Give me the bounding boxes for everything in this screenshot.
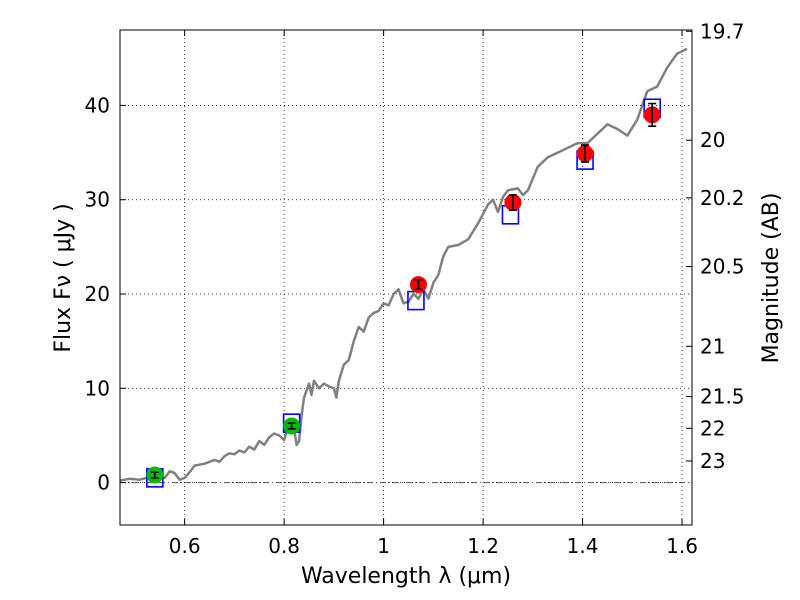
y-axis-label: Flux Fν ( μJy ) (51, 203, 76, 352)
x-tick-label: 0.8 (268, 534, 300, 558)
y-tick-label: 30 (85, 188, 110, 212)
magnitude-tick-label: 20.2 (700, 186, 745, 210)
y-tick-label: 10 (85, 376, 110, 400)
magnitude-tick-label: 23 (700, 449, 725, 473)
plot-area (119, 47, 688, 488)
magnitude-tick-label: 20 (700, 128, 725, 152)
x-tick-label: 1.4 (567, 534, 599, 558)
magnitude-tick-label: 21 (700, 334, 725, 358)
x-tick-label: 1.6 (666, 534, 698, 558)
spectrum-line (119, 47, 688, 482)
grid-lines (120, 30, 692, 525)
y-tick-label: 40 (85, 93, 110, 117)
magnitude-tick-label: 20.5 (700, 255, 745, 279)
magnitude-tick-label: 22 (700, 416, 725, 440)
y-tick-label: 0 (97, 471, 110, 495)
right-axis-label: Magnitude (AB) (759, 193, 784, 364)
x-tick-label: 1.2 (467, 534, 499, 558)
plot-frame (119, 29, 693, 526)
x-tick-label: 0.6 (169, 534, 201, 558)
x-axis-label: Wavelength λ (μm) (301, 564, 511, 589)
x-tick-label: 1 (377, 534, 390, 558)
magnitude-tick-label: 19.7 (700, 19, 745, 43)
magnitude-tick-label: 21.5 (700, 385, 745, 409)
axes: 0.6 0.8 1 1.2 1.4 1.6 0 10 20 30 40 19.7 20 20.2 20.5 2… (85, 19, 745, 558)
y-tick-label: 20 (85, 282, 110, 306)
